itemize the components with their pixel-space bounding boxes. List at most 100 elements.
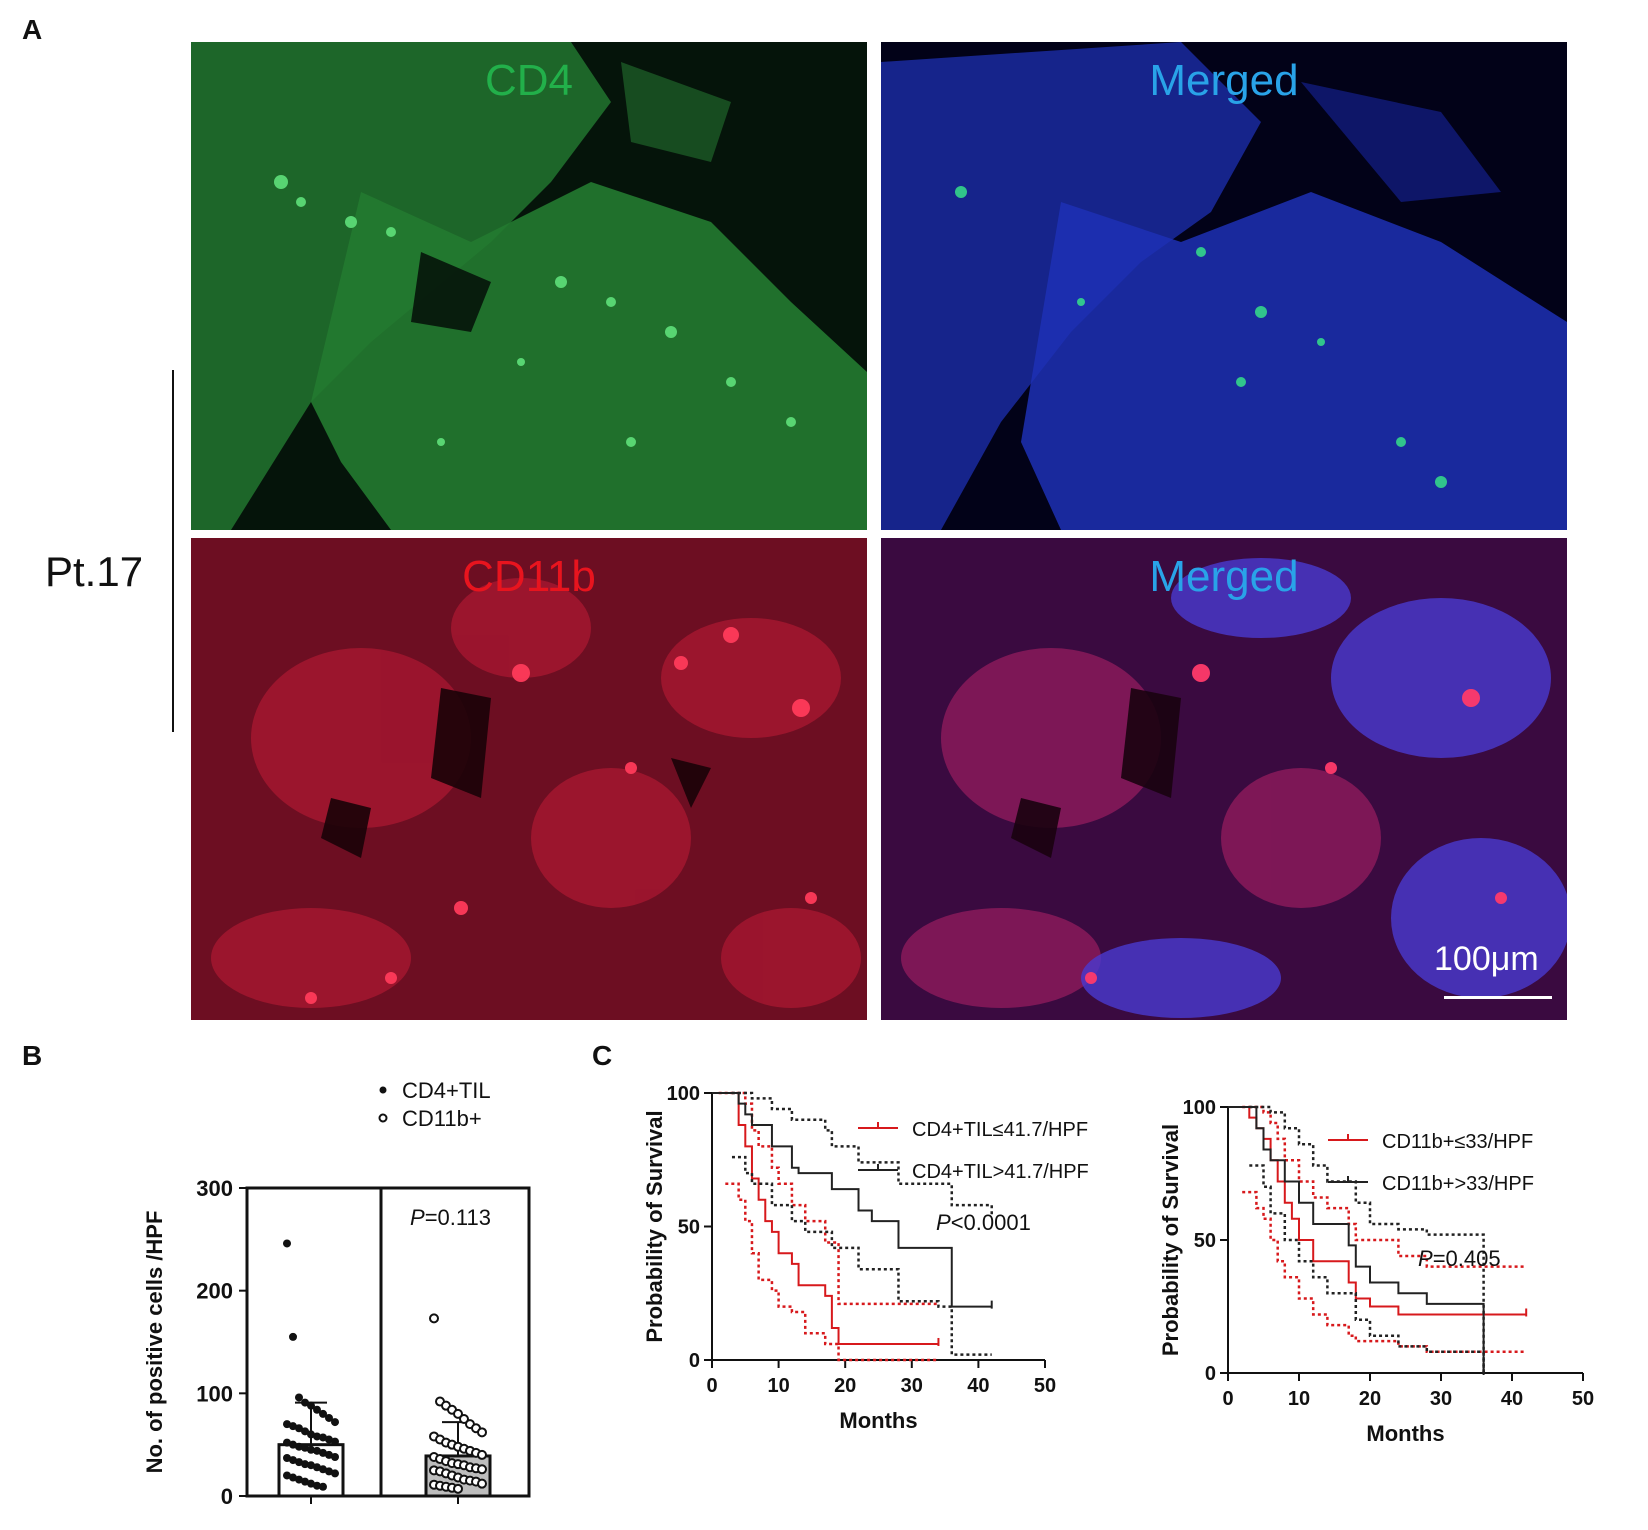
- micrograph-merged-cd4-label: Merged: [1149, 56, 1299, 105]
- y-tick-label-200: 200: [196, 1279, 233, 1304]
- data-point-1-0: [429, 1313, 439, 1324]
- data-point-0-2: [295, 1393, 303, 1402]
- data-point-0-38: [295, 1475, 303, 1484]
- micrograph-merged-cd11b-label: Merged: [1149, 552, 1299, 601]
- data-point-0-24: [319, 1448, 327, 1457]
- data-point-0-36: [283, 1471, 291, 1480]
- data-point-1-35: [477, 1478, 487, 1489]
- y-tick-label-50: 50: [678, 1217, 700, 1239]
- ci-upper-0: [718, 1091, 939, 1306]
- data-point-0-21: [301, 1443, 309, 1452]
- data-point-0-4: [307, 1401, 315, 1410]
- ci-lower-1: [1249, 1164, 1485, 1373]
- x-tick-label-20: 20: [1359, 1388, 1381, 1410]
- data-point-0-13: [307, 1430, 315, 1439]
- panel-c-left-chart: 0 10 20 30 40 50 0 50 100 Months Probability of Su…: [642, 1083, 1089, 1433]
- panel-c-letter: C: [592, 1040, 613, 1071]
- micrograph-cd4-texture: [191, 42, 867, 530]
- y-tick-label-100: 100: [1183, 1097, 1216, 1119]
- micrograph-cd11b-texture: [191, 538, 867, 1020]
- x-tick-label-10: 10: [767, 1375, 789, 1397]
- y-tick-label-300: 300: [196, 1176, 233, 1201]
- x-tick-label-0: 0: [1222, 1388, 1233, 1410]
- data-point-0-23: [313, 1446, 321, 1455]
- x-tick-label-40: 40: [1501, 1388, 1523, 1410]
- data-point-0-19: [289, 1440, 297, 1449]
- data-point-0-8: [331, 1418, 339, 1427]
- micrograph-cd11b-label: CD11b: [462, 552, 596, 601]
- y-axis-label: Probability of Survival: [642, 1110, 667, 1342]
- data-point-0-42: [319, 1482, 327, 1491]
- ci-upper-0: [1242, 1105, 1527, 1268]
- ci-upper-1: [1249, 1105, 1485, 1373]
- data-point-0-22: [307, 1445, 315, 1454]
- data-point-0-30: [301, 1460, 309, 1469]
- data-point-0-9: [283, 1420, 291, 1429]
- scale-bar: [1444, 996, 1552, 999]
- y-axis-label: Probability of Survival: [1158, 1124, 1183, 1356]
- panel-a-letter: A: [22, 14, 43, 45]
- legend-label-1: CD4+TIL>41.7/HPF: [912, 1161, 1089, 1183]
- legend-label-cd11b: CD11b+: [402, 1106, 482, 1131]
- legend-label-1: CD11b+>33/HPF: [1382, 1173, 1534, 1195]
- data-point-0-25: [325, 1450, 333, 1459]
- data-point-0-27: [283, 1454, 291, 1463]
- x-tick-label-10: 10: [1288, 1388, 1310, 1410]
- panel-b-letter: B: [22, 1040, 43, 1071]
- data-point-0-3: [301, 1398, 309, 1407]
- data-point-0-29: [295, 1458, 303, 1467]
- data-point-0-20: [295, 1442, 303, 1451]
- y-tick-label-0: 0: [221, 1484, 233, 1509]
- ci-lower-0: [725, 1182, 939, 1362]
- legend-label-cd4: CD4+TIL: [402, 1078, 491, 1103]
- data-point-0-35: [331, 1469, 339, 1478]
- data-point-0-26: [331, 1452, 339, 1461]
- data-point-0-33: [319, 1465, 327, 1474]
- micrograph-cd4-label: CD4: [484, 56, 574, 105]
- data-point-0-1: [289, 1332, 297, 1341]
- data-point-0-7: [325, 1413, 333, 1422]
- ci-lower-0: [1242, 1190, 1527, 1353]
- survival-curve-0: [712, 1092, 939, 1345]
- data-point-0-32: [313, 1463, 321, 1472]
- p-letter: P: [1418, 1246, 1433, 1271]
- y-tick-label-0: 0: [1205, 1363, 1216, 1385]
- micrograph-merged-cd4-texture: [881, 42, 1567, 530]
- data-point-1-17: [477, 1449, 487, 1460]
- data-point-0-16: [325, 1435, 333, 1444]
- x-tick-label-0: 0: [706, 1375, 717, 1397]
- y-tick-label-100: 100: [196, 1381, 233, 1406]
- data-point-1-40: [453, 1483, 463, 1494]
- panel-c-right-chart: 0 10 20 30 40 50 0 50 100 Months Probability of Su…: [1158, 1097, 1594, 1446]
- data-point-0-39: [301, 1477, 309, 1486]
- x-tick-label-40: 40: [967, 1375, 989, 1397]
- p-letter: P: [410, 1205, 425, 1230]
- x-tick-label-30: 30: [1430, 1388, 1452, 1410]
- data-point-1-5: [459, 1414, 469, 1424]
- micrograph-merged-cd11b: Merged 100μm: [881, 538, 1567, 1020]
- data-point-0-6: [319, 1409, 327, 1418]
- legend-marker-filled: [379, 1086, 387, 1094]
- p-value: <0.0001: [951, 1210, 1031, 1235]
- data-point-0-34: [325, 1467, 333, 1476]
- x-tick-label-30: 30: [901, 1375, 923, 1397]
- y-axis-label: No. of positive cells /HPF: [142, 1211, 167, 1474]
- data-point-1-26: [477, 1464, 487, 1475]
- y-tick-label-100: 100: [667, 1083, 700, 1105]
- data-point-0-18: [283, 1438, 291, 1447]
- micrograph-cd11b: CD11b: [191, 538, 867, 1020]
- micrograph-cd4: CD4: [191, 42, 867, 530]
- y-tick-label-50: 50: [1194, 1230, 1216, 1252]
- ci-upper-1: [731, 1091, 993, 1216]
- x-axis-label: Months: [1366, 1421, 1444, 1446]
- x-axis-label: Months: [839, 1408, 917, 1433]
- legend-marker-open: [378, 1113, 388, 1123]
- sample-label: Pt.17: [45, 548, 144, 595]
- p-value-annotation: P=0.113: [410, 1205, 491, 1230]
- legend-label-0: CD11b+≤33/HPF: [1382, 1131, 1533, 1153]
- data-point-1-8: [477, 1427, 487, 1438]
- p-letter: P: [936, 1210, 951, 1235]
- data-point-0-11: [295, 1424, 303, 1433]
- data-point-0-40: [307, 1479, 315, 1488]
- p-value-annotation: P<0.0001: [936, 1210, 1031, 1235]
